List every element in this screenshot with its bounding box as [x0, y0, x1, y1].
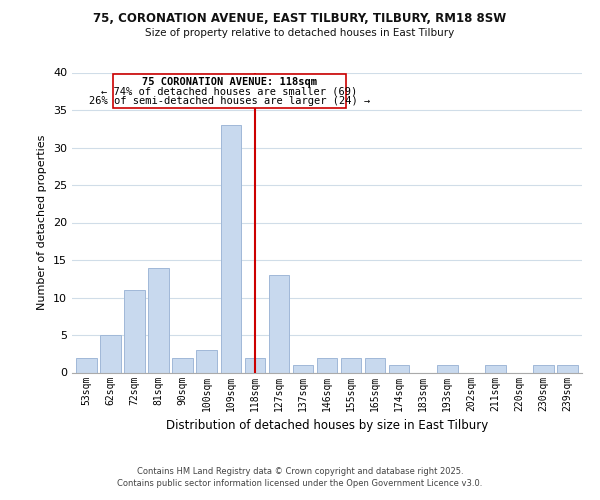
Bar	[269, 275, 289, 372]
Bar	[389, 365, 409, 372]
Bar	[100, 335, 121, 372]
Bar	[245, 358, 265, 372]
Bar	[293, 365, 313, 372]
Bar	[148, 268, 169, 372]
Bar	[317, 358, 337, 372]
X-axis label: Distribution of detached houses by size in East Tilbury: Distribution of detached houses by size …	[166, 419, 488, 432]
Text: 75, CORONATION AVENUE, EAST TILBURY, TILBURY, RM18 8SW: 75, CORONATION AVENUE, EAST TILBURY, TIL…	[94, 12, 506, 26]
Bar	[341, 358, 361, 372]
FancyBboxPatch shape	[113, 74, 346, 108]
Bar	[196, 350, 217, 372]
Bar	[124, 290, 145, 372]
Text: Size of property relative to detached houses in East Tilbury: Size of property relative to detached ho…	[145, 28, 455, 38]
Bar	[365, 358, 385, 372]
Bar	[172, 358, 193, 372]
Text: ← 74% of detached houses are smaller (69): ← 74% of detached houses are smaller (69…	[101, 87, 358, 97]
Bar	[533, 365, 554, 372]
Y-axis label: Number of detached properties: Number of detached properties	[37, 135, 47, 310]
Text: Contains HM Land Registry data © Crown copyright and database right 2025.
Contai: Contains HM Land Registry data © Crown c…	[118, 466, 482, 487]
Text: 75 CORONATION AVENUE: 118sqm: 75 CORONATION AVENUE: 118sqm	[142, 77, 317, 87]
Bar	[485, 365, 506, 372]
Text: 26% of semi-detached houses are larger (24) →: 26% of semi-detached houses are larger (…	[89, 96, 370, 106]
Bar	[557, 365, 578, 372]
Bar	[437, 365, 458, 372]
Bar	[76, 358, 97, 372]
Bar	[221, 125, 241, 372]
